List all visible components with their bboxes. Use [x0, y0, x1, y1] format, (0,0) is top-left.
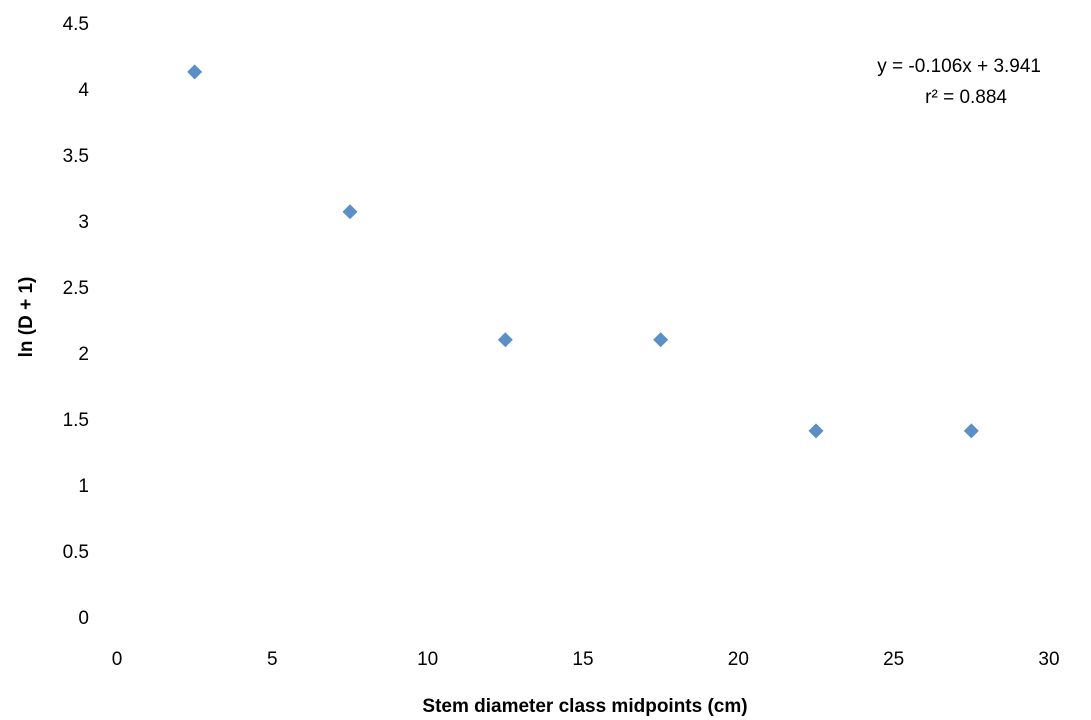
data-point	[808, 423, 824, 439]
y-tick-label: 2	[78, 344, 89, 365]
data-point	[497, 332, 513, 348]
y-tick-label: 3.5	[63, 146, 89, 167]
x-tick-label: 0	[112, 649, 123, 670]
x-tick-label: 25	[883, 649, 904, 670]
data-point	[187, 64, 203, 80]
y-tick-label: 4.5	[63, 14, 89, 35]
data-points	[187, 64, 979, 439]
x-tick-label: 10	[417, 649, 438, 670]
r-squared-label: r² = 0.884	[925, 87, 1007, 108]
data-point	[342, 204, 358, 220]
data-point	[653, 332, 669, 348]
y-tick-label: 1.5	[63, 410, 89, 431]
x-tick-label: 20	[728, 649, 749, 670]
trendline-equation: y = -0.106x + 3.941	[877, 56, 1041, 77]
y-axis-title: ln (D + 1)	[16, 277, 37, 358]
y-tick-label: 4	[78, 80, 89, 101]
x-axis-title: Stem diameter class midpoints (cm)	[422, 696, 747, 717]
y-tick-label: 1	[78, 476, 89, 497]
y-tick-label: 0	[78, 608, 89, 629]
x-tick-label: 5	[267, 649, 278, 670]
data-point	[963, 423, 979, 439]
y-tick-label: 0.5	[63, 542, 89, 563]
y-tick-label: 3	[78, 212, 89, 233]
y-axis-tick-labels: 0 0.5 1 1.5 2 2.5 3 3.5 4 4.5	[63, 14, 90, 629]
x-axis-tick-labels: 0 5 10 15 20 25 30	[112, 649, 1060, 670]
y-tick-label: 2.5	[63, 278, 89, 299]
x-tick-label: 30	[1038, 649, 1059, 670]
x-tick-label: 15	[572, 649, 593, 670]
